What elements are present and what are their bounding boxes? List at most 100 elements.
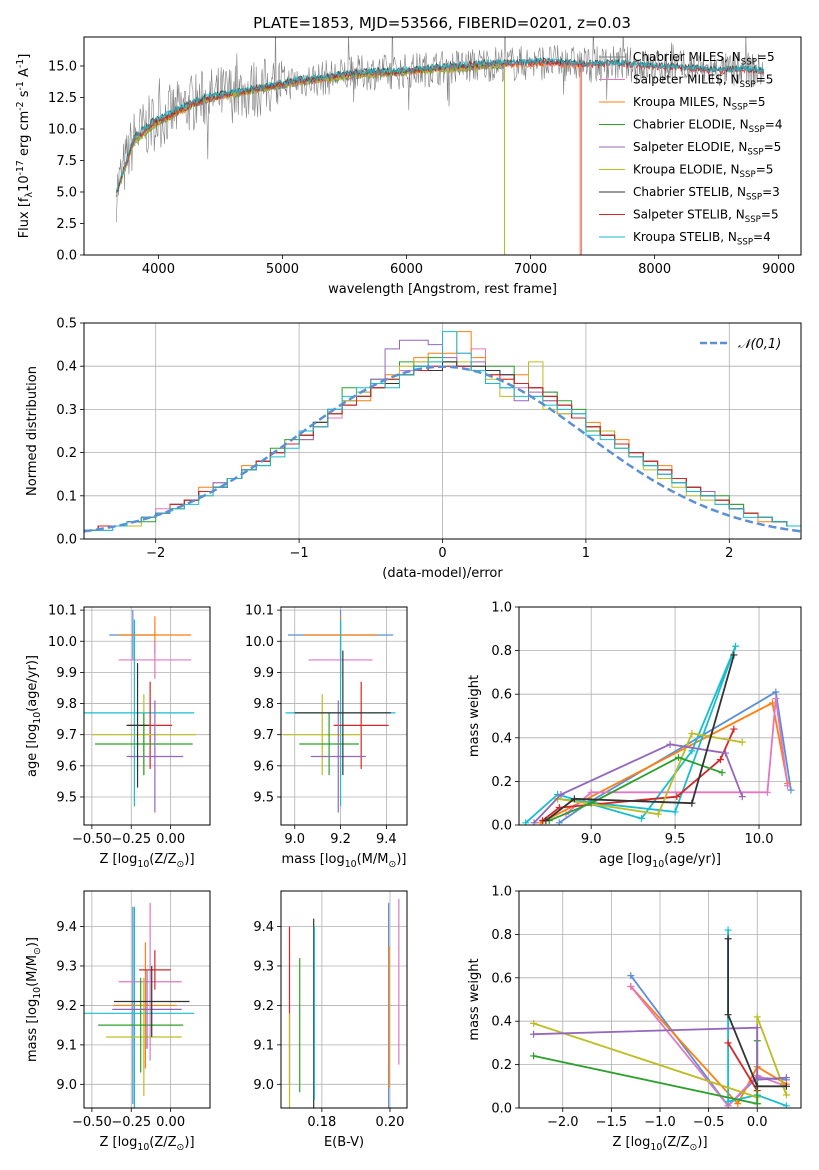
x-tick-label: 7000 [514,262,547,277]
label-part: age [log [599,852,652,867]
label-part: ⊙ [177,859,185,870]
weight-marker [688,799,696,807]
plot-area [530,926,790,1108]
label-part: SSP [737,238,753,248]
label-part: (age/yr)] [664,852,721,867]
y-tick-label: 1.0 [491,885,512,900]
legend-label: Kroupa ELODIE, NSSP=5 [633,163,773,181]
label-part: =3 [762,185,780,199]
y-tick-label: 7.5 [56,154,77,169]
y-axis-label: Normed distribution [25,366,40,496]
x-tick-label: 1 [582,546,590,561]
label-part: erg cm [17,111,32,160]
legend-label: 𝒩(0,1) [738,337,781,352]
normal-curve [84,365,801,533]
legend-label: Salpeter MILES, NSSP=5 [633,73,773,91]
weight-marker [557,790,565,798]
label-part: Z [log [99,1135,137,1150]
label-part: ⊙ [388,859,396,870]
legend-label: Salpeter ELODIE, NSSP=5 [633,140,781,158]
y-tick-label: 9.3 [253,959,274,974]
x-tick-label: 9000 [762,262,795,277]
y-tick-label: 10.1 [245,604,274,619]
axes-frame [83,890,211,1109]
weight-marker [530,1030,538,1038]
weight-marker [666,740,674,748]
weight-marker [753,1024,761,1032]
panel-z-age: −0.50 −0.25 0.00 9.5 9.6 9.7 9.8 9.9 10.0 10.1 Z [… [25,604,211,870]
errorbar [113,942,177,1069]
label-part: Kroupa MILES, N [633,95,732,109]
y-tick-label: 0.0 [56,249,77,264]
x-axis-label: Z [log10(Z/Z⊙)] [612,1135,707,1153]
panel-ebv-mass: 0.18 0.20 9.0 9.1 9.2 9.3 9.4 E(B-V) [253,890,408,1150]
label-part: Normed distribution [25,366,40,496]
y-tick-label: 0.3 [56,403,77,418]
label-part: SSP [747,148,763,158]
weight-line [557,732,743,816]
axes-frame [83,36,802,256]
label-part: SSP [749,125,765,135]
x-tick-label: −2.0 [547,1115,579,1130]
label-part: mass weight [467,958,482,1040]
weight-marker [784,782,792,790]
x-tick-label: 8000 [638,262,671,277]
plot-area [84,902,195,1108]
y-tick-label: 0.1 [56,489,77,504]
errorbar [118,902,182,1061]
weight-marker [753,1082,761,1090]
x-tick-label: 0.00 [156,1115,185,1130]
label-part: Kroupa STELIB, N [633,230,737,244]
y-tick-label: 1.0 [491,601,512,616]
label-part: wavelength [Angstrom, rest frame] [328,282,557,297]
plot-area [115,37,765,255]
errorbar [139,950,171,990]
label-part: =5 [756,73,774,87]
y-tick-label: 10.0 [48,122,77,137]
y-tick-label: 10.1 [48,604,77,619]
weight-marker [730,725,738,733]
weight-marker [530,819,538,825]
errorbar [126,700,184,813]
legend-label: Kroupa MILES, NSSP=5 [633,95,766,113]
panel-residuals: 𝒩(0,1) −2 −1 0 1 2 0.0 0.1 0.2 0.3 0.4 0.5 (data-mod… [25,317,802,581]
label-part: -1 [15,59,26,68]
x-tick-label: −1 [290,546,309,561]
x-tick-label: 6000 [390,262,423,277]
label-part: SSP [741,58,757,68]
panels: Chabrier MILES, NSSP=5 Salpeter MILES, NS… [15,36,802,1153]
label-part: 10 [650,1142,662,1153]
x-axis-label: Z [log10(Z/Z⊙)] [99,852,194,870]
x-axis-label: wavelength [Angstrom, rest frame] [328,282,557,297]
x-tick-label: −0.25 [111,1115,151,1130]
x-tick-label: −1.5 [596,1115,628,1130]
errorbar [106,977,182,1097]
weight-marker [718,769,726,777]
label-part: =5 [756,163,774,177]
label-part: (Z/Z [662,1135,689,1150]
weight-marker [530,1019,538,1027]
plot-area [288,898,400,1108]
weight-marker [782,1091,790,1099]
label-part: (Z/Z [149,1135,176,1150]
x-tick-label: −0.50 [72,832,112,847]
y-tick-label: 0.8 [491,644,512,659]
spectrum-line [116,37,765,223]
label-part: =5 [761,208,779,222]
label-part: SSP [745,215,761,225]
label-part: s [17,90,32,101]
legend-label: Chabrier MILES, NSSP=5 [633,50,775,68]
x-tick-label: 0.18 [307,1115,336,1130]
label-part: SSP [732,103,748,113]
plot-area [522,642,795,825]
y-tick-label: 0.6 [491,688,512,703]
weight-marker [724,1011,732,1019]
y-tick-label: 10.0 [48,635,77,650]
y-tick-label: 9.7 [56,728,77,743]
y-tick-label: 9.7 [253,728,274,743]
y-tick-label: 0.6 [491,971,512,986]
y-tick-label: 9.4 [253,920,274,935]
x-tick-label: −0.50 [72,1115,112,1130]
weight-marker [570,795,578,803]
weight-marker [782,1082,790,1090]
